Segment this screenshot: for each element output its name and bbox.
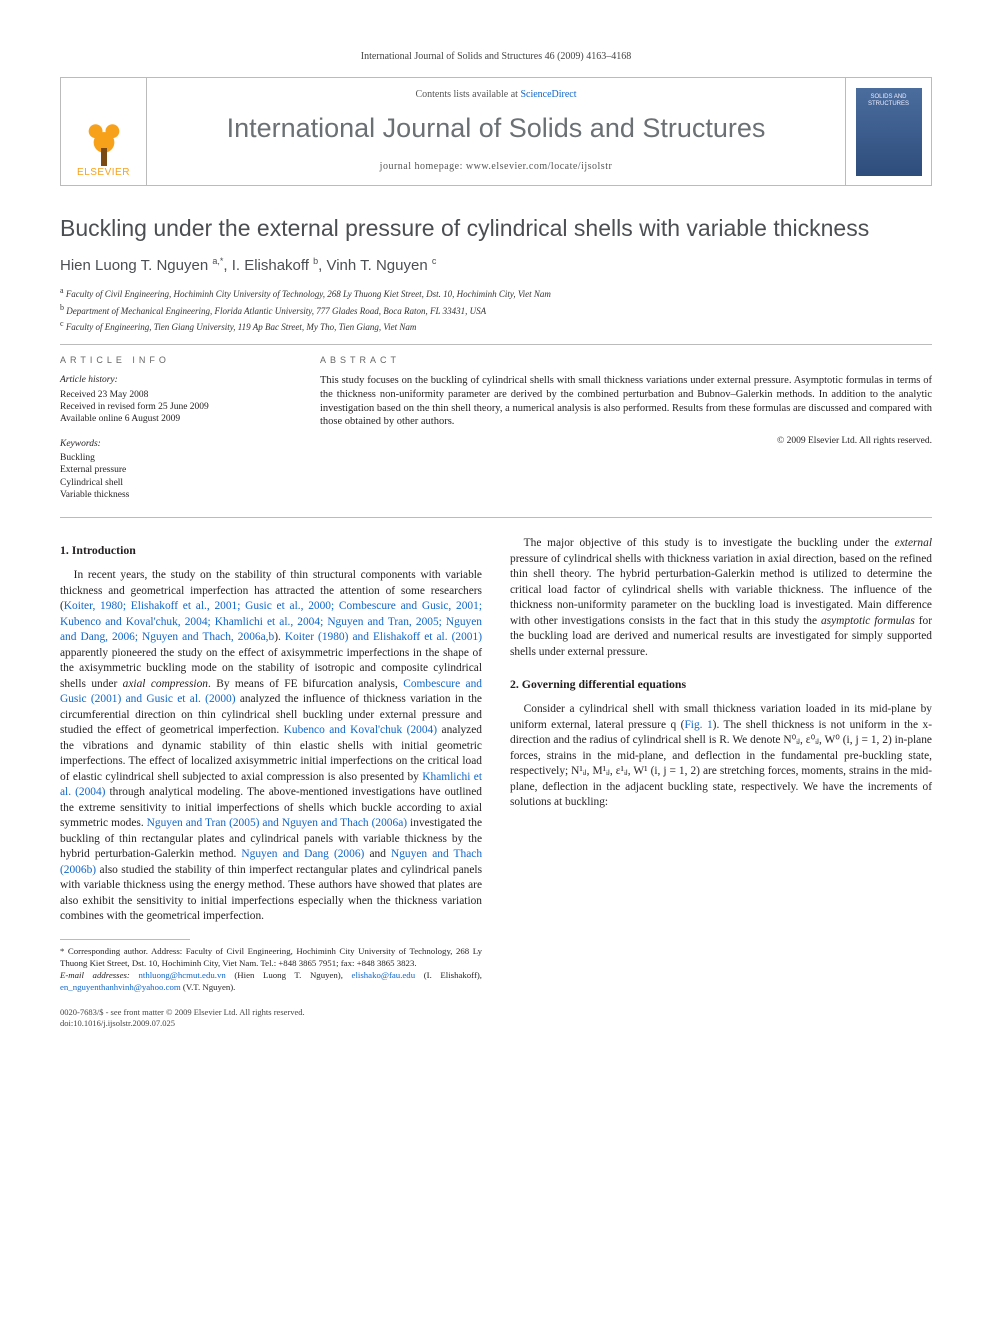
- email-owner: (Hien Luong T. Nguyen),: [226, 970, 352, 980]
- history-label: Article history:: [60, 374, 280, 386]
- publisher-logo-cell: ELSEVIER: [61, 78, 147, 185]
- divider: [60, 517, 932, 518]
- keywords-label: Keywords:: [60, 438, 280, 450]
- keyword: Variable thickness: [60, 489, 280, 501]
- cover-cell: SOLIDS AND STRUCTURES: [845, 78, 931, 185]
- citation-link[interactable]: Nguyen and Dang (2006): [241, 848, 364, 860]
- text-run: ). The shell thickness is not uniform in…: [510, 719, 932, 809]
- history-line: Received in revised form 25 June 2009: [60, 401, 280, 413]
- email-line: E-mail addresses: nthluong@hcmut.edu.vn …: [60, 970, 482, 994]
- affiliation-line: b Department of Mechanical Engineering, …: [60, 302, 932, 318]
- body-paragraph: Consider a cylindrical shell with small …: [510, 702, 932, 811]
- issn-line: 0020-7683/$ - see front matter © 2009 El…: [60, 1007, 932, 1018]
- article-meta-row: ARTICLE INFO Article history: Received 2…: [60, 355, 932, 502]
- article-title: Buckling under the external pressure of …: [60, 214, 932, 244]
- email-link[interactable]: elishako@fau.edu: [352, 970, 416, 980]
- text-run: and: [364, 848, 391, 860]
- email-owner: (V.T. Nguyen).: [181, 982, 236, 992]
- corresponding-author-footnote: * Corresponding author. Address: Faculty…: [60, 946, 482, 994]
- elsevier-tree-icon: [76, 106, 132, 162]
- contents-prefix: Contents lists available at: [415, 89, 520, 100]
- journal-title: International Journal of Solids and Stru…: [163, 111, 829, 146]
- email-label: E-mail addresses:: [60, 970, 130, 980]
- citation-link[interactable]: Kubenco and Koval'chuk (2004): [284, 724, 437, 736]
- journal-masthead: ELSEVIER Contents lists available at Sci…: [60, 77, 932, 186]
- publisher-name: ELSEVIER: [77, 166, 130, 179]
- figure-link[interactable]: Fig. 1: [684, 719, 712, 731]
- email-owner: (I. Elishakoff),: [415, 970, 482, 980]
- history-line: Received 23 May 2008: [60, 389, 280, 401]
- keyword: External pressure: [60, 464, 280, 476]
- keyword: Cylindrical shell: [60, 477, 280, 489]
- affiliation-line: a Faculty of Civil Engineering, Hochimin…: [60, 285, 932, 301]
- text-run: ).: [274, 631, 285, 643]
- citation-link[interactable]: Nguyen and Tran (2005) and Nguyen and Th…: [147, 817, 407, 829]
- citation-link[interactable]: Koiter (1980) and Elishakoff et al. (200…: [285, 631, 482, 643]
- body-paragraph: In recent years, the study on the stabil…: [60, 568, 482, 925]
- abstract-text: This study focuses on the buckling of cy…: [320, 374, 932, 429]
- footnote-separator: [60, 939, 190, 940]
- masthead-center: Contents lists available at ScienceDirec…: [147, 78, 845, 185]
- running-head: International Journal of Solids and Stru…: [60, 50, 932, 63]
- affiliation-line: c Faculty of Engineering, Tien Giang Uni…: [60, 318, 932, 334]
- journal-homepage: journal homepage: www.elsevier.com/locat…: [163, 160, 829, 173]
- emphasis: axial compression: [123, 678, 208, 690]
- affiliations: a Faculty of Civil Engineering, Hochimin…: [60, 285, 932, 333]
- journal-cover-thumb: SOLIDS AND STRUCTURES: [856, 88, 922, 176]
- text-run: . By means of FE bifurcation analysis,: [208, 678, 403, 690]
- text-run: also studied the stability of thin imper…: [60, 864, 482, 923]
- text-run: The major objective of this study is to …: [524, 537, 895, 549]
- sciencedirect-link[interactable]: ScienceDirect: [520, 89, 576, 100]
- article-body: 1. Introduction In recent years, the stu…: [60, 536, 932, 993]
- abstract-copyright: © 2009 Elsevier Ltd. All rights reserved…: [320, 435, 932, 447]
- doi-line: doi:10.1016/j.ijsolstr.2009.07.025: [60, 1018, 932, 1029]
- history-line: Available online 6 August 2009: [60, 413, 280, 425]
- article-info-block: ARTICLE INFO Article history: Received 2…: [60, 355, 280, 502]
- emphasis: external: [895, 537, 932, 549]
- body-paragraph: The major objective of this study is to …: [510, 536, 932, 660]
- contents-line: Contents lists available at ScienceDirec…: [163, 88, 829, 101]
- front-matter-footer: 0020-7683/$ - see front matter © 2009 El…: [60, 1007, 932, 1029]
- author-list: Hien Luong T. Nguyen a,*, I. Elishakoff …: [60, 256, 932, 276]
- homepage-url: www.elsevier.com/locate/ijsolstr: [466, 161, 612, 172]
- keyword: Buckling: [60, 452, 280, 464]
- corr-author-text: * Corresponding author. Address: Faculty…: [60, 946, 482, 970]
- abstract-head: ABSTRACT: [320, 355, 932, 367]
- email-link[interactable]: en_nguyenthanhvinh@yahoo.com: [60, 982, 181, 992]
- divider: [60, 344, 932, 345]
- emphasis: asymptotic formulas: [821, 615, 915, 627]
- homepage-label: journal homepage:: [380, 161, 466, 172]
- abstract-block: ABSTRACT This study focuses on the buckl…: [320, 355, 932, 502]
- section-heading: 2. Governing differential equations: [510, 676, 932, 692]
- article-info-head: ARTICLE INFO: [60, 355, 280, 367]
- email-link[interactable]: nthluong@hcmut.edu.vn: [138, 970, 225, 980]
- section-heading: 1. Introduction: [60, 542, 482, 558]
